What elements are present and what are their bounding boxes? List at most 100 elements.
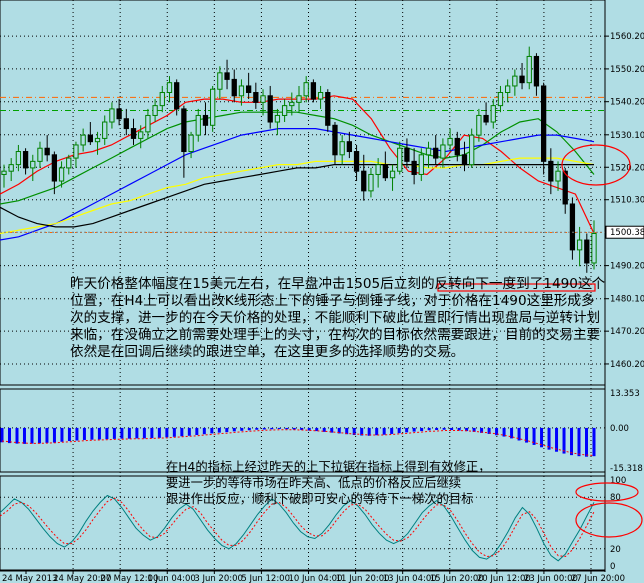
candle-body: [188, 134, 194, 153]
candle-body: [174, 82, 180, 110]
analysis-text-main: 昨天价格整体幅度在15美元左右，在早盘冲击1505后立刻的反转向下一度到了149…: [70, 276, 606, 360]
candle-body: [210, 88, 216, 126]
price-axis-label: 1560.20: [610, 32, 644, 42]
candle-body: [44, 147, 50, 156]
highlight-rect-low: [437, 283, 596, 292]
candle-body: [490, 105, 496, 123]
candle-body: [562, 170, 568, 205]
time-axis-label: 24 May 20:00: [53, 574, 111, 583]
candle-body: [397, 147, 403, 172]
time-axis-label: 27 May 12:00: [100, 574, 158, 583]
moving-average-5: [0, 164, 594, 228]
candle-body: [569, 203, 576, 251]
time-axis-label: 27 Jun 20:00: [571, 574, 625, 583]
candle-body: [440, 144, 446, 159]
candle-body: [109, 108, 115, 123]
candle-body: [418, 154, 424, 175]
candle-body: [145, 114, 151, 133]
stoch-line-1: [0, 494, 595, 562]
candle-body: [253, 92, 259, 103]
candle-body: [497, 92, 504, 107]
candle-body: [591, 232, 597, 264]
macd-axis-label: 0.00: [610, 424, 629, 434]
candle-body: [245, 85, 252, 94]
candle-body: [37, 147, 43, 162]
time-axis-label: 15 Jun 20:00: [430, 574, 484, 583]
analysis-text-indicator-line-1: 在H4的指标上经过昨天的上下拉锯在指标上得到有效修正，: [166, 460, 491, 474]
price-axis-label: 1480.10: [610, 295, 644, 305]
moving-average-3: [0, 128, 595, 241]
time-axis-label: 24 May 2013: [2, 574, 57, 583]
time-axis-label: 20 Jun 12:00: [477, 574, 531, 583]
stoch-axis-label: 80: [610, 493, 621, 503]
candle-body: [339, 141, 345, 156]
candle-body: [217, 72, 223, 90]
candle-body: [224, 72, 230, 80]
candle-body: [375, 164, 381, 175]
candle-body: [382, 164, 388, 179]
candle-body: [411, 160, 417, 175]
stoch-axis-label: 0: [610, 562, 615, 572]
candle-body: [166, 82, 173, 94]
candle-body: [51, 154, 58, 182]
time-axis-label: 11 Jun 20:00: [336, 574, 390, 583]
candle-body: [584, 239, 590, 264]
candle-body: [540, 85, 547, 162]
candle-body: [296, 95, 302, 103]
candle-body: [519, 75, 525, 84]
time-axis-label: 5 Jun 12:00: [241, 574, 290, 583]
macd-signal-line: [1, 429, 595, 456]
candle-body: [159, 92, 165, 107]
price-axis-label: 1470.20: [610, 327, 644, 337]
candle-body: [116, 108, 122, 120]
candle-body: [281, 105, 288, 116]
candle-body: [102, 121, 108, 139]
stoch-line-2: [0, 497, 595, 558]
macd-axis-label: 13.353: [610, 389, 640, 399]
candle-body: [30, 160, 36, 169]
candle-body: [1, 170, 7, 175]
candle-body: [447, 137, 453, 146]
candle-body: [505, 85, 511, 94]
candle-body: [80, 134, 86, 146]
stoch-axis-label: 20: [610, 545, 621, 555]
candle-body: [483, 114, 489, 123]
candle-body: [138, 131, 144, 139]
price-axis-label: 1490.20: [610, 262, 644, 272]
price-axis-label: 1550.20: [610, 65, 644, 75]
candle-body: [461, 154, 468, 166]
candle-body: [361, 170, 367, 192]
candle-body: [8, 164, 14, 172]
candle-body: [87, 134, 93, 143]
candle-body: [310, 82, 317, 100]
moving-average-2: [0, 111, 595, 205]
moving-average-4: [0, 157, 595, 235]
candle-body: [181, 108, 187, 153]
candle-body: [332, 124, 338, 156]
candle-body: [346, 141, 353, 153]
candle-body: [202, 114, 209, 126]
candle-body: [260, 95, 266, 103]
candle-body: [66, 157, 72, 169]
price-axis-label: 1530.10: [610, 131, 644, 141]
candle-body: [22, 151, 29, 169]
candle-body: [425, 147, 432, 156]
price-axis-label: 1510.30: [610, 196, 644, 206]
time-axis-label: 23 Jun 00:00: [524, 574, 578, 583]
macd-axis-label: -15.318: [610, 464, 643, 474]
candle-body: [274, 114, 281, 123]
analysis-text-indicator-line-3: 跟进作出反应，顺利下破即可安心的等待下一梯次的目标: [166, 492, 474, 506]
candle-body: [548, 160, 554, 182]
price-axis-label: 1460.20: [610, 360, 644, 370]
candle-body: [152, 105, 158, 116]
current-price-box: [605, 225, 644, 239]
candle-body: [15, 151, 22, 166]
candle-body: [353, 151, 360, 172]
candle-body: [289, 101, 295, 107]
price-axis-label: 1540.20: [610, 98, 644, 108]
candle-body: [130, 128, 137, 139]
highlight-ellipse-stoch: [575, 502, 643, 538]
candle-body: [389, 170, 396, 179]
